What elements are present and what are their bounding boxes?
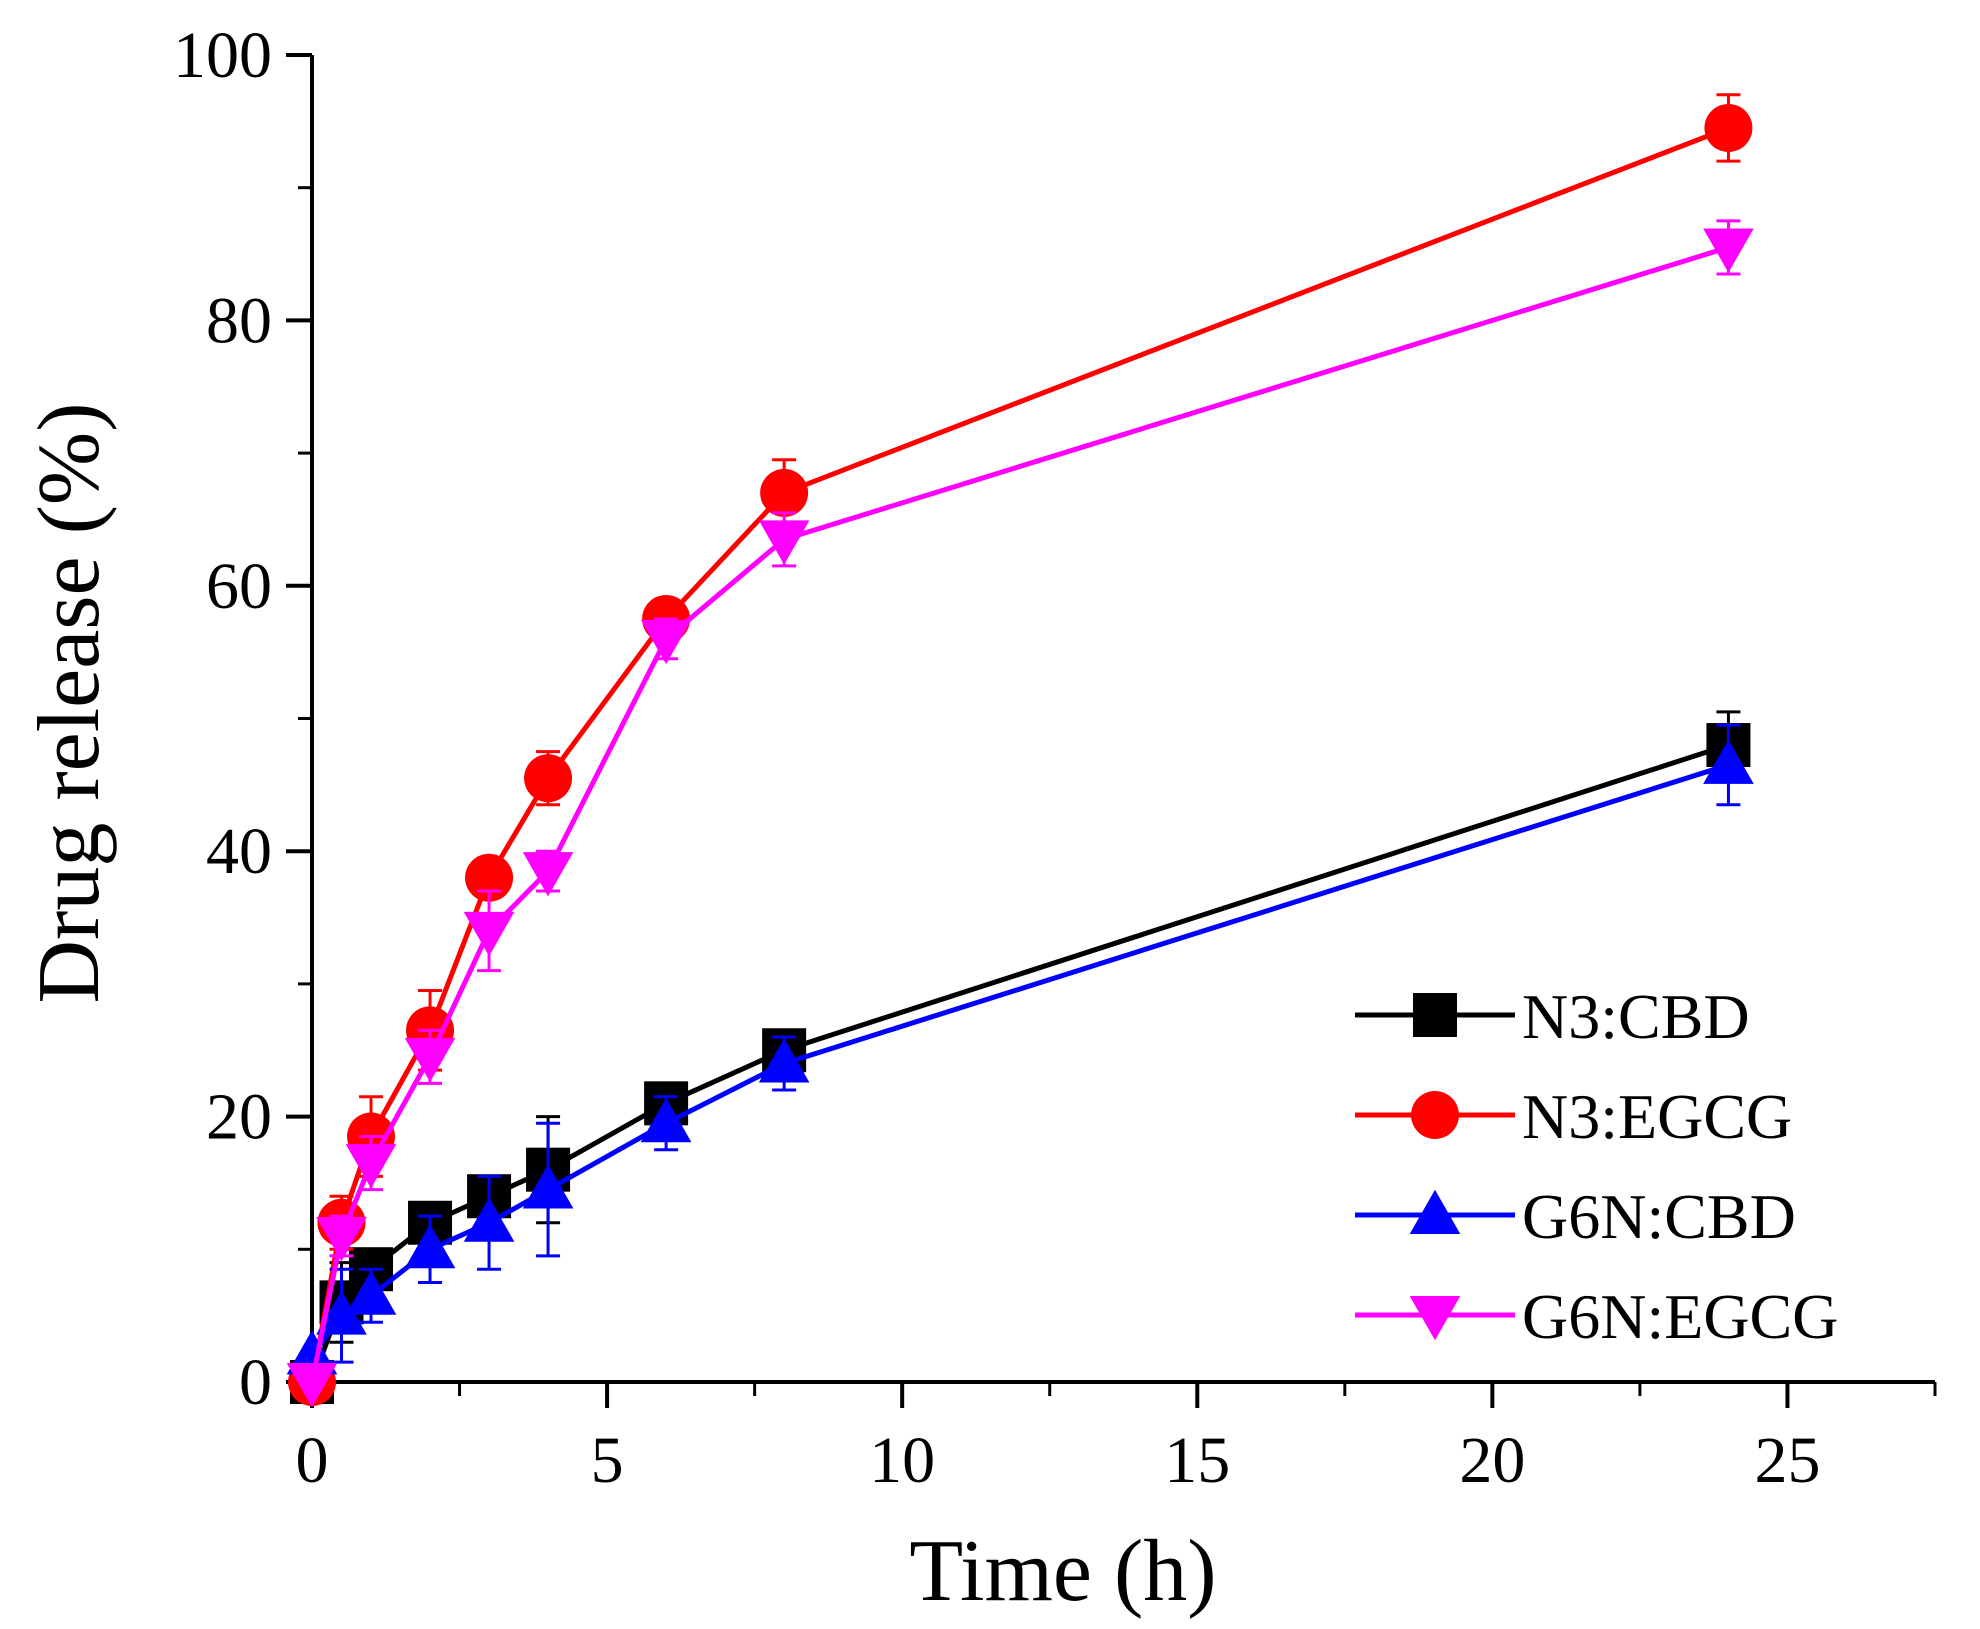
x-tick-label: 0 <box>296 1424 329 1497</box>
data-point <box>522 852 574 897</box>
data-point <box>463 1197 515 1242</box>
data-point <box>345 1144 397 1189</box>
data-point <box>404 1224 456 1269</box>
series-g6n-cbd <box>286 723 1754 1375</box>
data-point <box>316 1217 367 1262</box>
data-point <box>345 1270 397 1315</box>
x-axis-title: Time (h) <box>909 1523 1216 1620</box>
legend-label: G6N:CBD <box>1522 1181 1796 1252</box>
data-point <box>1704 103 1753 152</box>
data-point <box>1703 739 1754 784</box>
y-axis-title: Drug release (%) <box>21 402 118 1003</box>
data-point <box>524 754 573 803</box>
data-point <box>522 1164 574 1209</box>
data-point <box>758 1038 810 1083</box>
x-tick-label: 25 <box>1754 1424 1820 1497</box>
x-tick-label: 5 <box>591 1424 624 1497</box>
data-point <box>640 619 692 665</box>
y-tick-label: 80 <box>206 284 272 357</box>
y-tick-label: 100 <box>173 19 272 92</box>
legend-marker <box>1409 1189 1461 1234</box>
legend-marker <box>1413 993 1457 1037</box>
data-point <box>463 911 515 957</box>
legend-item: N3:EGCG <box>1355 1081 1792 1152</box>
legend-marker <box>1409 1296 1461 1341</box>
data-point <box>760 468 809 517</box>
legend-item: N3:CBD <box>1355 981 1750 1052</box>
data-point <box>640 1097 692 1143</box>
legend: N3:CBD N3:EGCG G6N:CBD G6N:EGCG <box>1355 981 1838 1352</box>
data-point <box>286 1363 338 1408</box>
x-tick-label: 15 <box>1164 1424 1230 1497</box>
legend-label: G6N:EGCG <box>1522 1281 1838 1352</box>
y-tick-label: 20 <box>206 1081 272 1154</box>
data-point <box>758 520 810 565</box>
series-line <box>309 125 1730 1383</box>
y-tick-label: 0 <box>239 1346 272 1419</box>
data-point <box>316 1290 367 1335</box>
legend-label: N3:EGCG <box>1522 1081 1792 1152</box>
series-lines <box>286 93 1754 1408</box>
y-tick-label: 40 <box>206 815 272 888</box>
legend-item: G6N:EGCG <box>1355 1281 1838 1352</box>
series-line <box>309 742 1730 1383</box>
data-point <box>404 1037 456 1083</box>
series-g6n-egcg <box>286 219 1754 1408</box>
x-tick-label: 10 <box>869 1424 935 1497</box>
legend-marker <box>1411 1091 1459 1139</box>
legend-item: G6N:CBD <box>1355 1181 1796 1252</box>
x-tick-label: 20 <box>1459 1424 1525 1497</box>
tick-marks: 0 5 10 15 20 25 0 20 40 60 80 100 <box>173 19 1937 1497</box>
legend-label: N3:CBD <box>1522 981 1750 1052</box>
data-point <box>1703 228 1754 273</box>
y-tick-label: 60 <box>206 550 272 623</box>
